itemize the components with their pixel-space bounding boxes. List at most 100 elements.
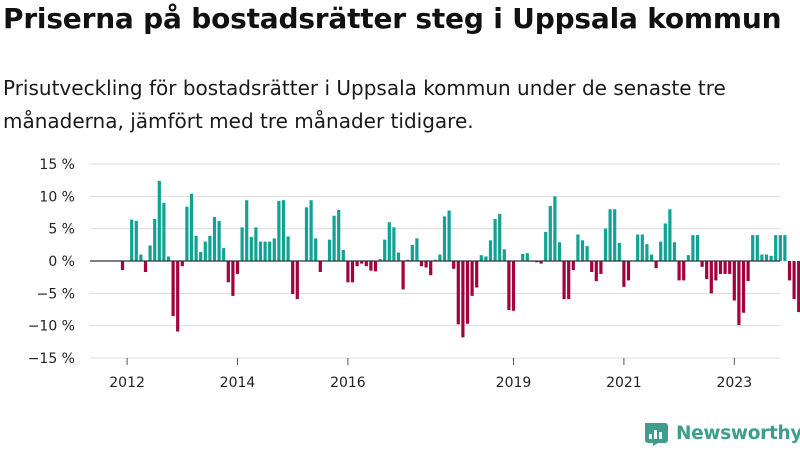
bar [180, 261, 184, 267]
bar [452, 261, 456, 269]
bar [286, 236, 290, 261]
bar [475, 261, 479, 288]
bar [203, 241, 207, 261]
bar [249, 237, 253, 261]
bar [774, 235, 778, 261]
bar [350, 261, 355, 283]
bar [608, 209, 612, 261]
newsworthy-logo: Newsworthy [644, 420, 800, 446]
bar [143, 261, 148, 272]
bar [346, 261, 350, 283]
bar [498, 213, 502, 261]
bar [419, 261, 424, 267]
bar [387, 222, 391, 261]
bar [217, 220, 221, 261]
bar [318, 261, 322, 272]
y-tick-label: 5 % [48, 222, 75, 238]
bar [479, 255, 483, 261]
newsworthy-logo-icon [645, 423, 668, 446]
bar [130, 219, 134, 261]
x-tick-label: 2014 [220, 375, 256, 391]
bar [557, 242, 562, 261]
bar [406, 259, 410, 261]
bar [576, 234, 580, 261]
bar [226, 261, 230, 283]
bar [461, 261, 465, 338]
y-tick-label: 15 % [39, 157, 75, 173]
bar [677, 261, 681, 281]
bar [682, 261, 686, 281]
bar [263, 241, 267, 261]
bar [594, 261, 598, 282]
bar [332, 215, 336, 261]
bar [341, 250, 345, 261]
bar [304, 207, 309, 261]
bar [355, 261, 359, 267]
bar [438, 254, 442, 261]
bar [157, 180, 161, 261]
bar [148, 245, 152, 261]
bar [502, 249, 506, 261]
bar [718, 261, 723, 274]
bar [281, 200, 286, 261]
y-tick-label: 10 % [39, 189, 75, 205]
bar [268, 241, 272, 261]
bar [208, 235, 212, 261]
bar [134, 220, 138, 261]
bar [534, 261, 539, 263]
bar [235, 261, 240, 274]
bar [778, 235, 782, 261]
bar [507, 261, 511, 311]
bar [364, 261, 368, 267]
bar [429, 261, 433, 276]
bar [185, 206, 189, 261]
bar [488, 240, 493, 261]
bars [120, 180, 800, 338]
bar [337, 209, 341, 261]
bar [659, 241, 663, 261]
bar [700, 261, 704, 267]
bar [470, 261, 474, 296]
y-tick-label: −15 % [28, 351, 75, 367]
bar [585, 246, 589, 261]
bar [396, 252, 401, 261]
bar [691, 235, 695, 261]
bar [797, 261, 800, 313]
bar [231, 261, 235, 296]
bar-chart: 15 % 10 % 5 % 0 % −5 % −10 % −15 % 2012 2014 201… [28, 157, 800, 391]
bar [590, 261, 594, 272]
bar [741, 261, 746, 313]
bar [539, 261, 543, 264]
bar [787, 261, 792, 281]
bar [626, 261, 631, 281]
bar [314, 238, 318, 261]
bar [792, 261, 796, 300]
bar [567, 261, 571, 300]
y-tick-label: 0 % [48, 254, 75, 270]
bar [645, 244, 649, 261]
gridlines [90, 163, 780, 359]
bar [654, 261, 658, 269]
bar [194, 235, 198, 261]
bar [401, 261, 405, 290]
bar [327, 239, 332, 261]
bar [410, 244, 414, 261]
chart-title: Priserna på bostadsrätter steg i Uppsala… [3, 2, 782, 35]
bar [245, 200, 249, 261]
bar [166, 256, 171, 261]
bar [663, 223, 667, 261]
bar [212, 217, 217, 261]
bar [709, 261, 713, 294]
bar [189, 193, 194, 261]
x-axis-ticks: 2012201420162019202120232025 [109, 358, 752, 391]
bar [424, 261, 428, 268]
bar [199, 251, 203, 261]
bar [769, 255, 773, 261]
bar [723, 261, 727, 274]
bar [153, 218, 157, 261]
bar [378, 259, 382, 261]
bar [272, 238, 276, 261]
bar [456, 261, 460, 325]
bar [392, 227, 396, 261]
bar [764, 254, 769, 261]
